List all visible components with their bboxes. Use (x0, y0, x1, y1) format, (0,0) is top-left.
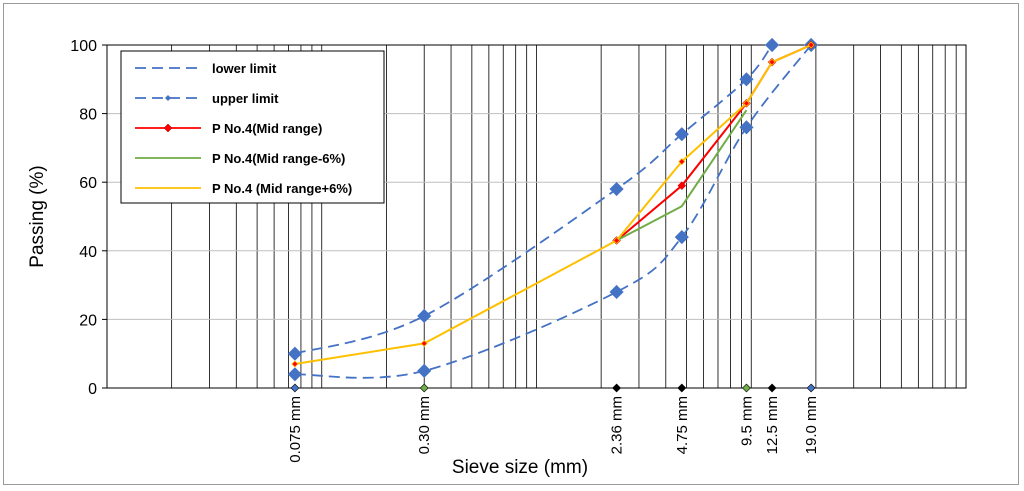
x-sieve-label: 19.0 mm (803, 396, 820, 454)
y-tick-label: 100 (70, 38, 97, 55)
data-point-marker (739, 120, 754, 135)
data-point-marker (674, 230, 689, 245)
data-point-marker (768, 58, 776, 66)
x-sieve-label: 4.75 mm (674, 396, 691, 454)
x-axis: 0.075 mm 0.30 mm 2.36 mm 4.75 mm 9.5 mm 12.5 … (287, 383, 820, 463)
legend-entry: P No.4(Mid range) (135, 121, 322, 136)
legend-entry: P No.4 (Mid range+6%) (135, 181, 352, 196)
data-point-marker (739, 72, 754, 87)
legend-entry: lower limit (135, 61, 277, 76)
y-tick-label: 40 (79, 244, 97, 261)
sieve-chart: 0 20 40 60 80 100 0.075 mm 0.30 mm 2.36 mm 4.75 … (27, 37, 967, 478)
y-tick-label: 60 (79, 175, 97, 192)
data-point-marker (163, 123, 173, 133)
data-point-marker (609, 181, 624, 197)
data-point-marker (807, 41, 815, 49)
x-sieve-label: 2.36 mm (609, 396, 626, 454)
data-point-marker (677, 181, 687, 190)
legend: lower limit upper limit P No.4(Mid range) P… (120, 50, 385, 204)
x-sieve-label: 0.075 mm (287, 396, 304, 463)
data-point-marker (287, 346, 302, 361)
legend-label: upper limit (212, 91, 279, 106)
y-tick-label: 0 (88, 381, 97, 398)
data-point-marker (287, 367, 302, 382)
y-axis-title: Passing (%) (27, 165, 48, 267)
legend-label: P No.4 (Mid range+6%) (212, 181, 352, 196)
x-axis-point-marker (806, 383, 816, 393)
x-axis-point-marker (742, 383, 751, 393)
legend-label: P No.4(Mid range-6%) (212, 151, 345, 166)
data-point-marker (417, 308, 432, 324)
series-line (294, 44, 812, 379)
legend-label: lower limit (212, 61, 277, 76)
plot-border (106, 44, 967, 389)
y-tick-label: 80 (79, 107, 97, 124)
series-5 (291, 41, 815, 368)
data-point-marker (420, 339, 428, 347)
series-line (615, 44, 812, 242)
data-point-marker (291, 360, 299, 368)
y-axis: 0 20 40 60 80 100 (70, 38, 107, 398)
legend-entry: P No.4(Mid range-6%) (135, 151, 345, 166)
x-sieve-label: 12.5 mm (764, 396, 781, 454)
chart-frame: 0 20 40 60 80 100 0.075 mm 0.30 mm 2.36 mm 4.75 … (3, 3, 1019, 485)
data-point-marker (678, 158, 686, 166)
y-tick-label: 20 (79, 312, 97, 329)
x-axis-point-marker (677, 383, 687, 393)
series-3 (612, 40, 816, 245)
data-point-marker (742, 99, 751, 107)
x-sieve-label: 0.30 mm (416, 396, 433, 454)
x-axis-title: Sieve size (mm) (452, 457, 588, 478)
legend-entry: upper limit (135, 91, 279, 106)
series-2 (287, 37, 780, 361)
x-axis-point-marker (612, 383, 622, 393)
data-point-marker (417, 363, 432, 378)
legend-marker (165, 95, 171, 101)
series-1 (287, 37, 819, 382)
data-point-marker (674, 127, 689, 142)
data-point-marker (613, 236, 621, 245)
data-point-marker (764, 37, 780, 53)
legend-label: P No.4(Mid range) (212, 121, 322, 136)
x-axis-point-marker (419, 383, 429, 393)
series-group (287, 37, 819, 382)
x-axis-point-marker (767, 383, 777, 393)
data-point-marker (609, 284, 624, 300)
series-4 (616, 109, 748, 242)
x-axis-point-marker (290, 383, 300, 393)
series-line (616, 109, 748, 242)
x-sieve-label: 9.5 mm (738, 396, 755, 446)
